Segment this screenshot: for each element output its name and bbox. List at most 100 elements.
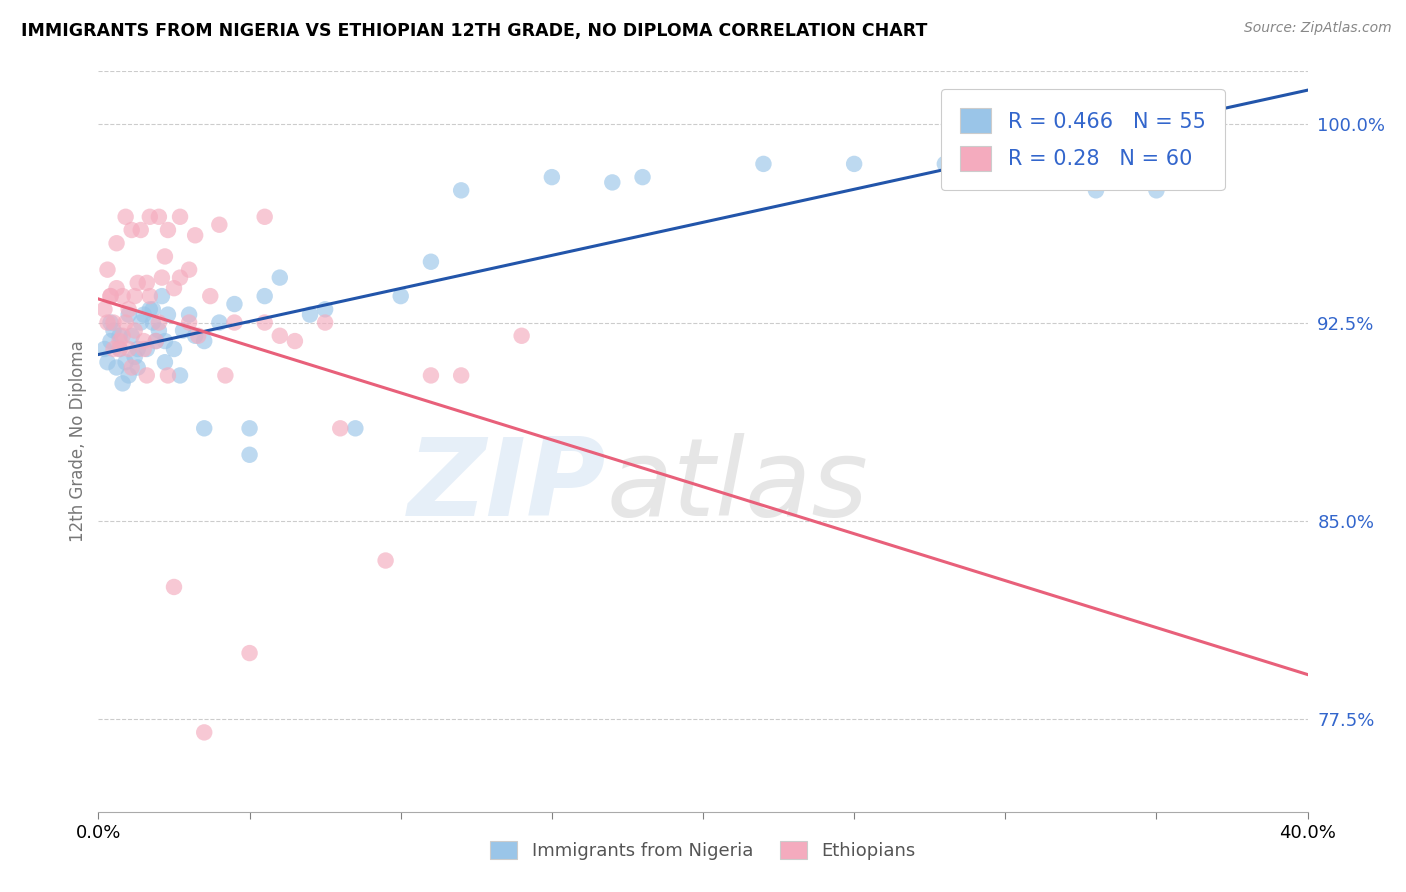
- Text: ZIP: ZIP: [408, 433, 606, 539]
- Point: [208, 218, 231, 232]
- Point: [329, 421, 352, 435]
- Point: [124, 289, 146, 303]
- Point: [163, 580, 186, 594]
- Point: [127, 342, 149, 356]
- Legend: Immigrants from Nigeria, Ethiopians: Immigrants from Nigeria, Ethiopians: [481, 832, 925, 870]
- Point: [214, 368, 236, 383]
- Point: [179, 316, 201, 330]
- Point: [752, 157, 775, 171]
- Point: [111, 328, 134, 343]
- Point: [129, 223, 152, 237]
- Point: [121, 360, 143, 375]
- Point: [1085, 183, 1108, 197]
- Point: [114, 210, 136, 224]
- Point: [135, 342, 157, 356]
- Point: [139, 302, 162, 317]
- Point: [93, 302, 115, 317]
- Point: [96, 262, 118, 277]
- Point: [145, 334, 167, 348]
- Point: [103, 324, 125, 338]
- Point: [135, 276, 157, 290]
- Point: [153, 250, 176, 264]
- Point: [127, 360, 149, 375]
- Point: [105, 281, 128, 295]
- Point: [172, 324, 194, 338]
- Point: [132, 342, 155, 356]
- Point: [163, 342, 186, 356]
- Point: [132, 308, 155, 322]
- Point: [127, 276, 149, 290]
- Point: [253, 289, 276, 303]
- Y-axis label: 12th Grade, No Diploma: 12th Grade, No Diploma: [69, 341, 87, 542]
- Point: [96, 355, 118, 369]
- Point: [156, 308, 179, 322]
- Point: [124, 350, 146, 364]
- Point: [118, 368, 141, 383]
- Point: [135, 368, 157, 383]
- Point: [314, 316, 336, 330]
- Point: [105, 360, 128, 375]
- Point: [540, 170, 562, 185]
- Point: [118, 308, 141, 322]
- Point: [156, 368, 179, 383]
- Point: [145, 334, 167, 348]
- Point: [163, 281, 186, 295]
- Point: [844, 157, 866, 171]
- Point: [184, 328, 207, 343]
- Point: [114, 316, 136, 330]
- Point: [187, 328, 209, 343]
- Point: [139, 289, 162, 303]
- Point: [153, 355, 176, 369]
- Point: [108, 328, 131, 343]
- Point: [450, 183, 472, 197]
- Point: [142, 316, 165, 330]
- Point: [103, 342, 125, 356]
- Point: [142, 302, 165, 317]
- Point: [224, 316, 246, 330]
- Point: [121, 328, 143, 343]
- Point: [148, 316, 170, 330]
- Point: [253, 316, 276, 330]
- Point: [239, 646, 262, 660]
- Point: [105, 236, 128, 251]
- Point: [269, 328, 291, 343]
- Point: [114, 355, 136, 369]
- Point: [200, 289, 222, 303]
- Point: [420, 368, 443, 383]
- Point: [118, 342, 141, 356]
- Point: [420, 254, 443, 268]
- Point: [184, 228, 207, 243]
- Point: [108, 342, 131, 356]
- Point: [103, 316, 125, 330]
- Point: [602, 176, 624, 190]
- Point: [108, 342, 131, 356]
- Point: [1146, 183, 1168, 197]
- Point: [450, 368, 472, 383]
- Point: [631, 170, 654, 185]
- Point: [269, 270, 291, 285]
- Point: [129, 316, 152, 330]
- Point: [284, 334, 307, 348]
- Point: [179, 308, 201, 322]
- Point: [208, 316, 231, 330]
- Point: [93, 342, 115, 356]
- Point: [111, 376, 134, 391]
- Point: [100, 289, 122, 303]
- Point: [153, 334, 176, 348]
- Point: [156, 223, 179, 237]
- Point: [169, 210, 191, 224]
- Point: [100, 334, 122, 348]
- Point: [96, 316, 118, 330]
- Text: IMMIGRANTS FROM NIGERIA VS ETHIOPIAN 12TH GRADE, NO DIPLOMA CORRELATION CHART: IMMIGRANTS FROM NIGERIA VS ETHIOPIAN 12T…: [21, 22, 928, 40]
- Point: [193, 421, 215, 435]
- Point: [100, 316, 122, 330]
- Point: [179, 262, 201, 277]
- Point: [148, 324, 170, 338]
- Point: [169, 270, 191, 285]
- Point: [224, 297, 246, 311]
- Point: [344, 421, 367, 435]
- Point: [253, 210, 276, 224]
- Point: [169, 368, 191, 383]
- Point: [118, 302, 141, 317]
- Point: [314, 302, 336, 317]
